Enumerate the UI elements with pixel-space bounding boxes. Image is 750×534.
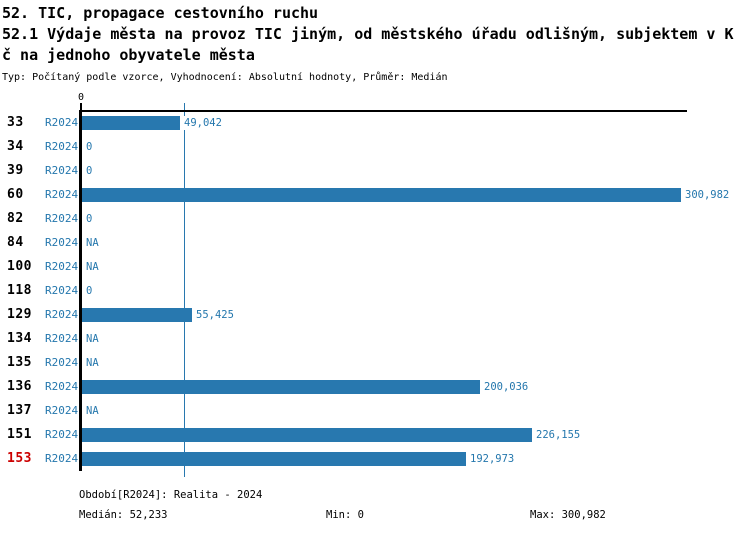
value-label: 0	[85, 164, 94, 178]
value-label: NA	[85, 260, 100, 274]
chart-row: 137 R2024 NA	[0, 399, 750, 423]
value-bar	[82, 452, 466, 466]
value-label: NA	[85, 236, 100, 250]
footer-max: Max: 300,982	[530, 509, 606, 521]
chart-row: 34 R2024 0	[0, 135, 750, 159]
chart-row: 129 R2024 55,425	[0, 303, 750, 327]
row-series-label: R2024	[45, 116, 79, 129]
row-series-label: R2024	[45, 356, 79, 369]
chart-row: 135 R2024 NA	[0, 351, 750, 375]
chart-row: 60 R2024 300,982	[0, 183, 750, 207]
chart-subtitle: Typ: Počítaný podle vzorce, Vyhodnocení:…	[2, 72, 448, 83]
row-category-label: 34	[7, 139, 24, 154]
chart-rows: 33 R2024 49,042 34 R2024 0 39 R2024 0 60 R2024 300,…	[0, 111, 750, 471]
median-reference-line	[184, 103, 185, 477]
x-axis-zero-label: 0	[77, 92, 85, 103]
row-category-label: 82	[7, 211, 24, 226]
row-series-label: R2024	[45, 332, 79, 345]
row-series-label: R2024	[45, 164, 79, 177]
chart-title-line-1: 52. TIC, propagace cestovního ruchu	[2, 4, 319, 22]
row-series-label: R2024	[45, 140, 79, 153]
row-category-label: 84	[7, 235, 24, 250]
row-series-label: R2024	[45, 308, 79, 321]
chart-title-line-2: 52.1 Výdaje města na provoz TIC jiným, o…	[2, 25, 734, 43]
row-category-label: 129	[7, 307, 32, 322]
row-category-label: 137	[7, 403, 32, 418]
chart-row: 151 R2024 226,155	[0, 423, 750, 447]
value-bar	[82, 116, 180, 130]
chart-title-line-3: č na jednoho obyvatele města	[2, 46, 255, 64]
row-category-label: 151	[7, 427, 32, 442]
row-series-label: R2024	[45, 284, 79, 297]
chart-row: 153 R2024 192,973	[0, 447, 750, 471]
value-label: 55,425	[195, 308, 235, 322]
value-label: 49,042	[183, 116, 223, 130]
value-bar	[82, 188, 681, 202]
value-bar	[82, 380, 480, 394]
row-category-label: 136	[7, 379, 32, 394]
footer-median: Medián: 52,233	[79, 509, 168, 521]
row-category-label: 100	[7, 259, 32, 274]
value-label: 226,155	[535, 428, 582, 442]
row-series-label: R2024	[45, 404, 79, 417]
value-bar	[82, 428, 532, 442]
value-label: NA	[85, 356, 100, 370]
row-category-label: 39	[7, 163, 24, 178]
value-label: 200,036	[483, 380, 530, 394]
row-series-label: R2024	[45, 380, 79, 393]
value-label: NA	[85, 404, 100, 418]
chart-row: 82 R2024 0	[0, 207, 750, 231]
row-category-label: 33	[7, 115, 24, 130]
x-axis-zero-tick	[80, 103, 82, 110]
chart-row: 84 R2024 NA	[0, 231, 750, 255]
chart-row: 136 R2024 200,036	[0, 375, 750, 399]
row-series-label: R2024	[45, 188, 79, 201]
row-series-label: R2024	[45, 212, 79, 225]
row-series-label: R2024	[45, 236, 79, 249]
row-series-label: R2024	[45, 260, 79, 273]
x-axis-line	[79, 110, 687, 112]
row-category-label: 153	[7, 451, 32, 466]
value-label: 0	[85, 212, 94, 226]
chart-row: 33 R2024 49,042	[0, 111, 750, 135]
y-axis-line	[79, 110, 82, 471]
chart-header: 52. TIC, propagace cestovního ruchu 52.1…	[2, 3, 734, 85]
chart-row: 134 R2024 NA	[0, 327, 750, 351]
value-bar	[82, 308, 192, 322]
row-category-label: 134	[7, 331, 32, 346]
row-category-label: 135	[7, 355, 32, 370]
value-label: NA	[85, 332, 100, 346]
chart-row: 39 R2024 0	[0, 159, 750, 183]
value-label: 0	[85, 140, 94, 154]
value-label: 192,973	[469, 452, 516, 466]
chart-row: 118 R2024 0	[0, 279, 750, 303]
value-label: 300,982	[684, 188, 731, 202]
row-series-label: R2024	[45, 452, 79, 465]
row-series-label: R2024	[45, 428, 79, 441]
footer-period: Období[R2024]: Realita - 2024	[79, 489, 263, 501]
chart-row: 100 R2024 NA	[0, 255, 750, 279]
row-category-label: 60	[7, 187, 24, 202]
row-category-label: 118	[7, 283, 32, 298]
value-label: 0	[85, 284, 94, 298]
footer-min: Min: 0	[326, 509, 364, 521]
